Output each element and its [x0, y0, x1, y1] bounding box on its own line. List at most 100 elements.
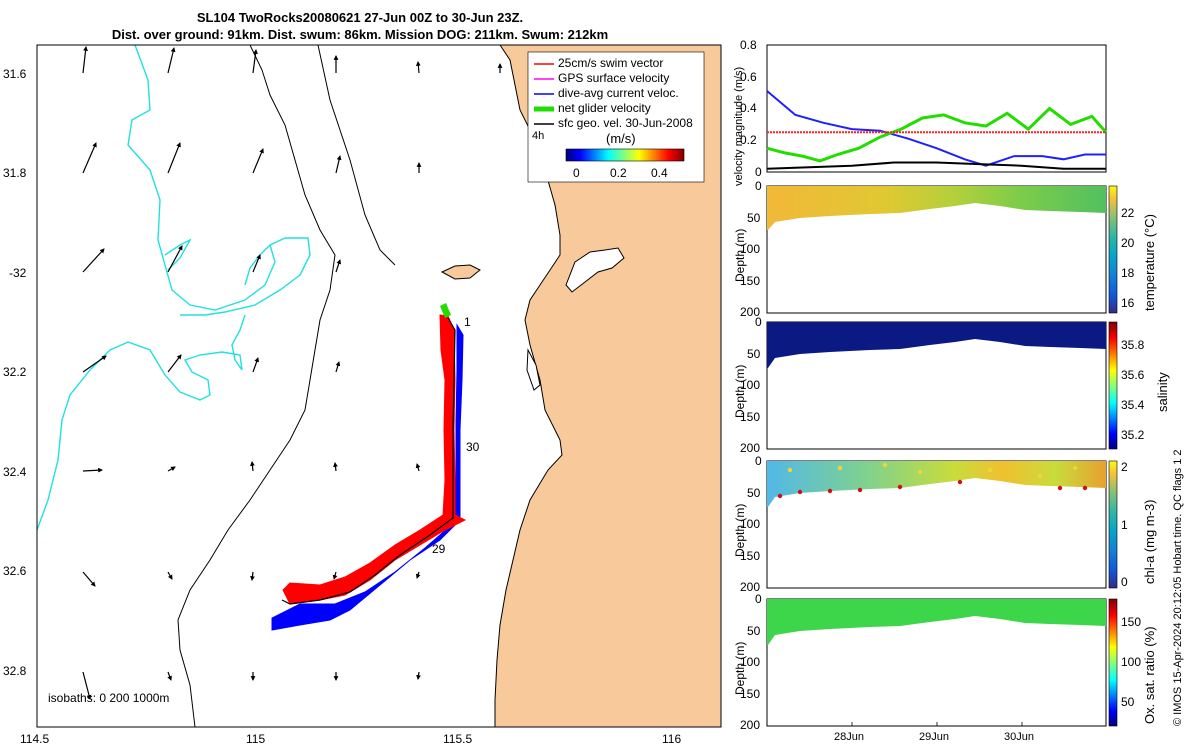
depth-tick: 100 — [740, 655, 761, 669]
chla-sample-point — [1082, 485, 1088, 491]
time-tick: 28Jun — [834, 731, 864, 743]
depth-label: Depth (m) — [733, 503, 747, 557]
series-line-dive-avg-current-veloc- — [766, 90, 1106, 167]
dive-avg-current-ribbon — [271, 323, 464, 631]
isobaths-label: isobaths: 0 200 1000m — [48, 691, 170, 705]
sal-cb-tick: 35.4 — [1121, 398, 1145, 412]
lon-tick: 114.5 — [20, 732, 50, 746]
depth-tick: 100 — [740, 517, 761, 531]
geo-velocity-arrows — [82, 46, 503, 700]
vel-ytick: 0.8 — [740, 38, 757, 52]
colorbar-unit: (m/s) — [606, 131, 636, 146]
depth-tick: 150 — [740, 274, 761, 288]
map-colorbar — [565, 148, 685, 162]
depth-tick: 50 — [747, 624, 761, 638]
chla-sample-point — [777, 493, 783, 499]
chla-sample-point — [917, 469, 923, 475]
time-tick: 29Jun — [919, 731, 949, 743]
colorbar-tick: 0.4 — [651, 166, 668, 180]
depth-tick: 50 — [747, 211, 761, 225]
depth-tick: 200 — [740, 305, 761, 319]
chla-sample-point — [882, 462, 888, 468]
series-line-sfc-speed — [766, 161, 1106, 170]
chl-cb-tick: 0 — [1121, 575, 1128, 589]
isobath-200 — [177, 45, 336, 727]
lat-tick: 32.8 — [3, 664, 27, 678]
salinity-field — [767, 322, 1106, 368]
salinity-label: salinity — [1155, 372, 1170, 412]
land-mass — [494, 45, 721, 727]
depth-tick: 200 — [740, 441, 761, 455]
depth-tick: 100 — [740, 378, 761, 392]
depth-tick: 0 — [755, 315, 762, 329]
chla-sample-point — [837, 465, 843, 471]
chla-sample-point — [857, 487, 863, 493]
ox-cb-tick: 150 — [1121, 615, 1142, 629]
vel-ytick: 0 — [755, 165, 762, 179]
track-label: 29 — [432, 542, 446, 556]
glider-track — [281, 317, 456, 605]
lat-tick: 31.6 — [3, 67, 27, 81]
chla-samples — [777, 462, 1088, 499]
chla-sample-point — [1057, 485, 1063, 491]
temp-cb-tick: 22 — [1121, 206, 1135, 220]
temperature-label: temperature (°C) — [1142, 214, 1157, 311]
chla-sample-point — [827, 488, 833, 494]
depth-tick: 200 — [740, 580, 761, 594]
depth-label: Depth (m) — [733, 364, 747, 418]
credit-text: © IMOS 15-Apr-2024 20:12:05 — [1172, 573, 1184, 726]
chla-sample-point — [797, 489, 803, 495]
ox-cb-tick: 50 — [1121, 695, 1135, 709]
chl-cb-tick: 1 — [1121, 518, 1128, 532]
sal-cb-tick: 35.6 — [1121, 368, 1145, 382]
temperature-field — [767, 186, 1106, 230]
island — [440, 264, 481, 280]
velocity-axes — [766, 44, 1107, 173]
time-tick: 30Jun — [1004, 731, 1034, 743]
lon-tick: 115.5 — [443, 732, 473, 746]
colorbar-tick: 0.2 — [610, 166, 627, 180]
legend-label-gps: GPS surface velocity — [558, 71, 670, 85]
temperature-axes — [766, 185, 1107, 314]
lat-tick: 32.2 — [3, 365, 27, 379]
depth-tick: 0 — [755, 179, 762, 193]
chla-sample-point — [1037, 473, 1043, 479]
vel-ytick: 0.2 — [740, 133, 757, 147]
chla-sample-point — [957, 479, 963, 485]
isobath-1000 — [127, 45, 311, 316]
depth-tick: 0 — [755, 592, 762, 606]
lat-tick: 32.6 — [3, 564, 27, 578]
oxygen-field — [767, 599, 1106, 645]
depth-tick: 150 — [740, 549, 761, 563]
depth-tick: 100 — [740, 242, 761, 256]
oxygen-axes — [766, 598, 1107, 727]
swim-vector-ribbon — [282, 314, 467, 605]
track-label: 30 — [466, 440, 480, 454]
ox-cb-tick: 100 — [1121, 655, 1142, 669]
chla-field — [767, 461, 1106, 507]
chl-cb-tick: 2 — [1121, 460, 1128, 474]
temp-cb-tick: 16 — [1121, 296, 1135, 310]
chla-axes — [766, 460, 1107, 589]
legend-label-swim: 25cm/s swim vector — [558, 56, 664, 70]
depth-tick: 50 — [747, 486, 761, 500]
series-line-net-glider-velocity — [766, 106, 1108, 163]
figure-title-line-1: SL104 TwoRocks20080621 27-Jun 00Z to 30-… — [196, 10, 524, 25]
temp-cb-tick: 18 — [1121, 266, 1135, 280]
colorbar-tick: 0 — [573, 166, 580, 180]
lat-tick: -32 — [9, 266, 27, 280]
chla-sample-point — [987, 467, 993, 473]
lon-tick: 115 — [246, 732, 266, 746]
legend-markers — [534, 63, 554, 125]
legend-label-sfc: sfc geo. vel. 30-Jun-2008 — [558, 116, 693, 130]
lat-tick: 32.4 — [3, 465, 27, 479]
vel-ytick: 0.4 — [740, 101, 757, 115]
legend-label-dive-avg: dive-avg current veloc. — [558, 86, 679, 100]
qc-label: Hobart time. QC flags 1 2 — [1172, 449, 1184, 574]
depth-label: Depth (m) — [733, 228, 747, 282]
temp-cb-tick: 20 — [1121, 236, 1135, 250]
chla-label: chl-a (mg m-3) — [1142, 499, 1157, 584]
sal-cb-tick: 35.8 — [1121, 338, 1145, 352]
lon-tick: 116 — [662, 732, 682, 746]
credit-footer: © IMOS 15-Apr-2024 20:12:05 Hobart time.… — [1172, 449, 1184, 726]
